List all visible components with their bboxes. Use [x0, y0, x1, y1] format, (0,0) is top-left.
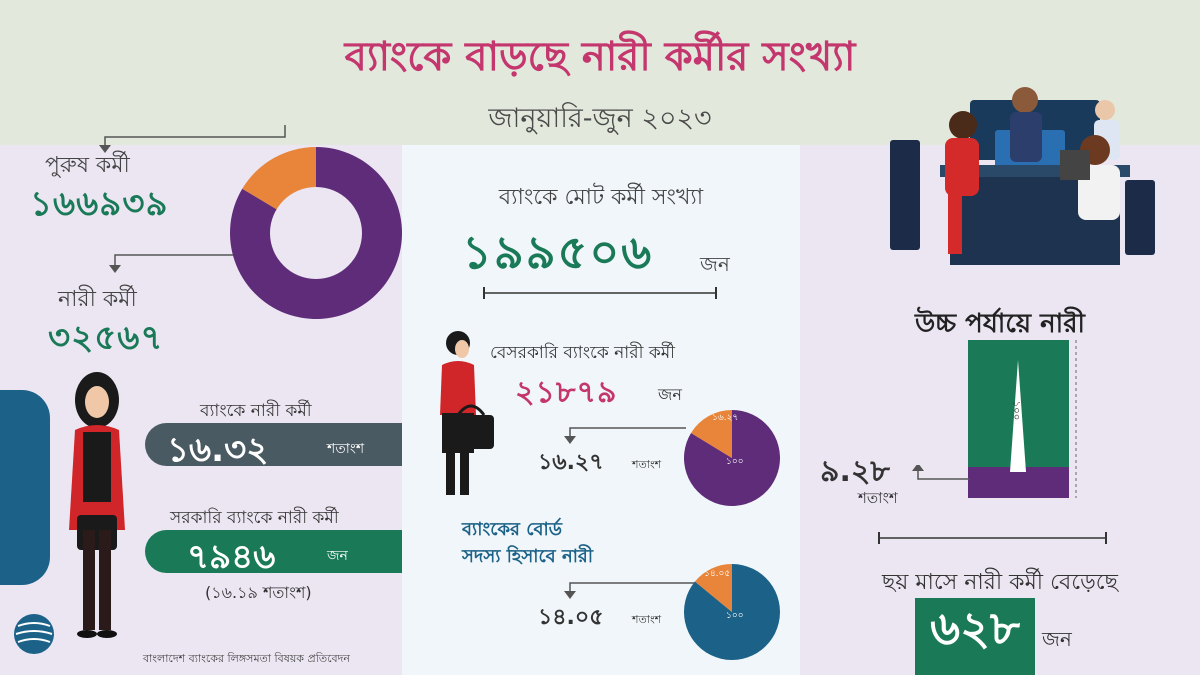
board-label-2: সদস্য হিসাবে নারী	[462, 546, 593, 567]
govt-label: সরকারি ব্যাংকে নারী কর্মী	[170, 508, 339, 528]
board-label-1: ব্যাংকের বোর্ড	[462, 519, 562, 540]
growth-divider	[878, 532, 1107, 544]
bank-women-label: ব্যাংকে নারী কর্মী	[200, 401, 312, 421]
senior-bar-scale	[1075, 340, 1077, 498]
female-label: নারী কর্মী	[58, 287, 137, 312]
office-illustration	[890, 87, 1155, 265]
male-pointer	[99, 125, 286, 153]
side-tab	[0, 390, 50, 585]
total-divider	[483, 287, 717, 299]
govt-value: ৭৯৪৬	[187, 537, 276, 577]
private-pct-unit: শতাংশ	[632, 458, 662, 471]
senior-bar-total: ১০০	[968, 340, 1069, 498]
board-pie-total-label: ১০০	[726, 611, 744, 621]
growth-unit: জন	[1042, 627, 1072, 651]
total-unit: জন	[700, 252, 730, 276]
board-pie-slice-label: ১৪.০৫	[704, 569, 730, 579]
total-label: ব্যাংকে মোট কর্মী সংখ্যা	[498, 185, 704, 210]
bank-women-unit: শতাংশ	[327, 441, 365, 457]
growth-label: ছয় মাসে নারী কর্মী বেড়েছে	[882, 570, 1118, 595]
private-pie-share	[691, 410, 732, 458]
male-value: ১৬৬৯৩৯	[30, 184, 169, 224]
private-pie-total-label: ১০০	[726, 457, 744, 467]
growth-box: ৬২৮	[915, 598, 1035, 675]
board-pct-unit: শতাংশ	[632, 613, 662, 626]
govt-percent: (১৬.১৯ শতাংশ)	[205, 583, 312, 602]
private-unit: জন	[658, 385, 682, 404]
total-value: ১৯৯৫০৬	[462, 225, 654, 279]
woman-illustration	[69, 372, 125, 638]
bank-women-value: ১৬.৩২	[167, 430, 269, 470]
board-pointer	[564, 582, 696, 599]
senior-bar-fill	[968, 467, 1069, 498]
govt-pill: ৭৯৪৬ জন	[145, 530, 402, 577]
female-pointer	[109, 254, 235, 273]
woman-bag-illustration	[440, 331, 494, 495]
growth-value: ৬২৮	[930, 601, 1020, 655]
male-label: পুরুষ কর্মী	[45, 153, 130, 178]
page-subtitle: জানুয়ারি-জুন ২০২৩	[488, 103, 712, 134]
senior-value: ৯.২৮	[820, 454, 890, 489]
tower-icon	[1010, 360, 1026, 472]
private-pointer	[564, 427, 686, 444]
bank-women-pill: ১৬.৩২ শতাংশ	[145, 423, 402, 470]
board-pie: ১৪.০৫ ১০০	[684, 564, 780, 660]
globe-logo	[14, 614, 54, 654]
senior-title: উচ্চ পর্যায়ে নারী	[915, 309, 1085, 339]
senior-pointer	[912, 465, 970, 480]
senior-bar-total-label: ১০০	[1010, 400, 1022, 421]
private-pct-value: ১৬.২৭	[538, 450, 604, 475]
private-label: বেসরকারি ব্যাংকে নারী কর্মী	[490, 343, 676, 363]
private-value: ২১৮৭৯	[515, 375, 618, 410]
govt-unit: জন	[327, 548, 348, 564]
board-pct-value: ১৪.০৫	[538, 605, 604, 630]
source-note: বাংলাদেশ ব্যাংকের লিঙ্গসমতা বিষয়ক প্রতি…	[143, 652, 350, 665]
page-title: ব্যাংকে বাড়ছে নারী কর্মীর সংখ্যা	[344, 34, 856, 80]
private-pie: ১৬.২৭ ১০০	[684, 410, 780, 506]
board-pie-share	[694, 564, 732, 612]
workforce-donut	[229, 147, 402, 319]
female-value: ৩২৫৬৭	[48, 318, 164, 358]
senior-unit: শতাংশ	[858, 489, 898, 507]
private-pie-slice-label: ১৬.২৭	[712, 413, 738, 423]
